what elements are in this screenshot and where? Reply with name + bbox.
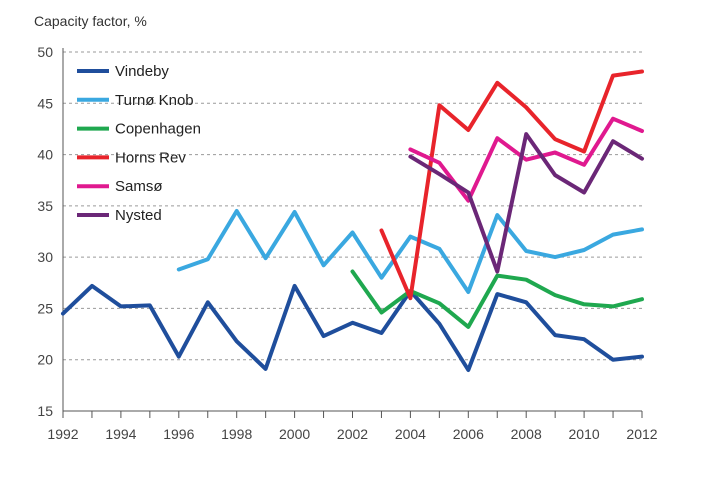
legend: Vindeby Turnø Knob Copenhagen Horns Rev Sams…: [77, 63, 201, 224]
y-tick-label: 50: [37, 44, 53, 60]
legend-label-horns-rev: Horns Rev: [115, 149, 186, 166]
legend-label-sams-: Samsø: [115, 178, 163, 195]
x-tick-label: 1994: [105, 426, 136, 442]
y-tick-label: 25: [37, 300, 53, 316]
x-tick-label: 2002: [337, 426, 368, 442]
y-tick-label: 20: [37, 352, 53, 368]
series-lines: [61, 69, 644, 372]
x-tick-label: 2004: [395, 426, 426, 442]
series-line-vindeby: [61, 283, 644, 372]
series-line-turn-knob: [176, 209, 644, 294]
gridlines: [63, 51, 642, 361]
y-tick-label: 35: [37, 198, 53, 214]
legend-label-copenhagen: Copenhagen: [115, 121, 201, 138]
legend-label-turn-knob: Turnø Knob: [115, 92, 194, 109]
x-tick-labels: 1992 1994 1996 1998 2000 2002 2004 2006 2008 2010…: [47, 426, 657, 442]
y-tick-labels: 15 20 25 30 35 40 45 50: [37, 44, 53, 419]
y-tick-label: 45: [37, 95, 53, 111]
y-tick-label: 15: [37, 403, 53, 419]
axes: [62, 48, 643, 418]
x-tick-label: 2012: [626, 426, 657, 442]
series-line-copenhagen: [350, 269, 644, 329]
x-tick-label: 1998: [221, 426, 252, 442]
x-tick-label: 2000: [279, 426, 310, 442]
series-line-nysted: [408, 132, 644, 274]
x-tick-label: 2006: [453, 426, 484, 442]
x-tick-label: 2010: [569, 426, 600, 442]
x-tick-label: 1996: [163, 426, 194, 442]
series-line-horns-rev: [379, 69, 644, 301]
x-tick-label: 2008: [511, 426, 542, 442]
x-tick-label: 1992: [47, 426, 78, 442]
series-line-sams-: [408, 116, 644, 203]
y-axis-title: Capacity factor, %: [34, 13, 147, 29]
y-tick-label: 30: [37, 249, 53, 265]
y-tick-label: 40: [37, 147, 53, 163]
legend-label-vindeby: Vindeby: [115, 63, 169, 80]
legend-label-nysted: Nysted: [115, 207, 162, 224]
